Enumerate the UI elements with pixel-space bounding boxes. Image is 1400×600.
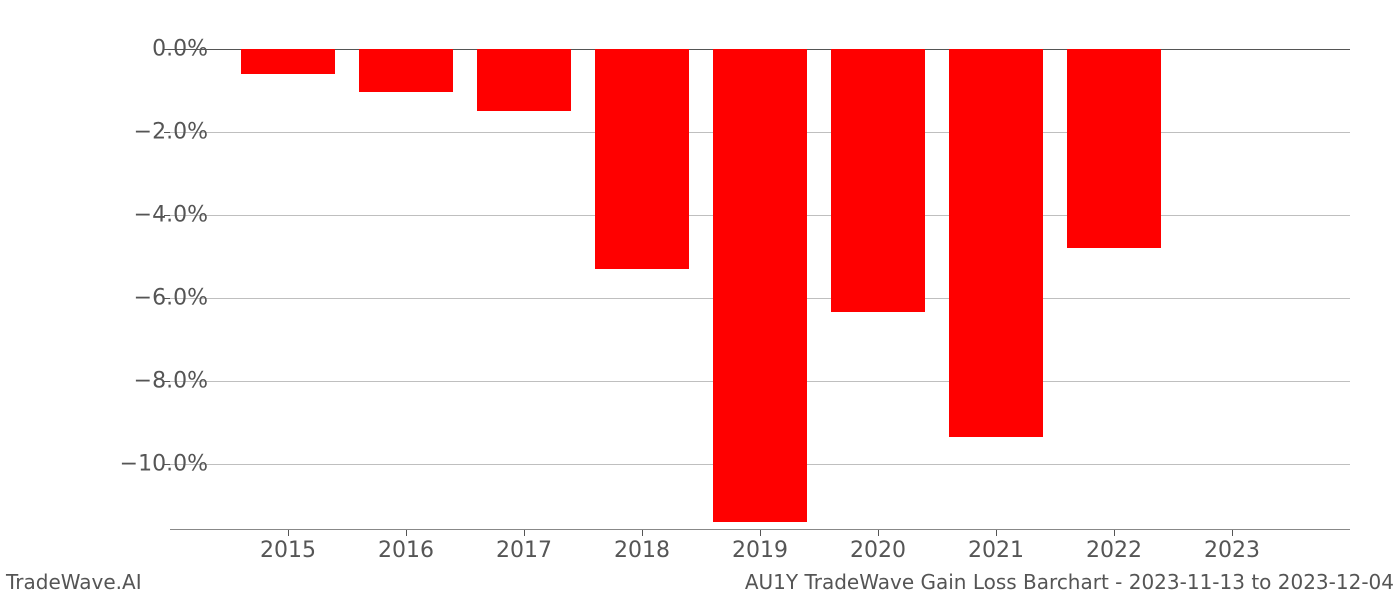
ytick-label: −6.0% — [58, 285, 208, 310]
footer-source: TradeWave.AI — [6, 570, 142, 594]
ytick-label: −10.0% — [58, 451, 208, 476]
xtick-mark — [996, 530, 997, 536]
ytick-label: 0.0% — [58, 36, 208, 61]
ytick-label: −8.0% — [58, 368, 208, 393]
bar — [949, 49, 1043, 437]
ytick-label: −4.0% — [58, 202, 208, 227]
bar — [1067, 49, 1161, 248]
bar — [359, 49, 453, 93]
xtick-label: 2022 — [1086, 538, 1142, 563]
xtick-mark — [1232, 530, 1233, 536]
xtick-label: 2019 — [732, 538, 788, 563]
footer-title: AU1Y TradeWave Gain Loss Barchart - 2023… — [745, 570, 1394, 594]
ytick-label: −2.0% — [58, 119, 208, 144]
xtick-label: 2018 — [614, 538, 670, 563]
bar — [241, 49, 335, 74]
bar — [713, 49, 807, 522]
xtick-label: 2015 — [260, 538, 316, 563]
plot-surface — [170, 30, 1350, 530]
xtick-label: 2016 — [378, 538, 434, 563]
xtick-mark — [642, 530, 643, 536]
xtick-label: 2023 — [1204, 538, 1260, 563]
xtick-label: 2020 — [850, 538, 906, 563]
bar — [595, 49, 689, 269]
xtick-mark — [760, 530, 761, 536]
chart-plot-area — [170, 30, 1350, 530]
xtick-mark — [524, 530, 525, 536]
xtick-label: 2021 — [968, 538, 1024, 563]
xtick-mark — [878, 530, 879, 536]
bar — [831, 49, 925, 312]
xtick-mark — [288, 530, 289, 536]
xtick-mark — [406, 530, 407, 536]
xtick-label: 2017 — [496, 538, 552, 563]
bar — [477, 49, 571, 111]
xtick-mark — [1114, 530, 1115, 536]
